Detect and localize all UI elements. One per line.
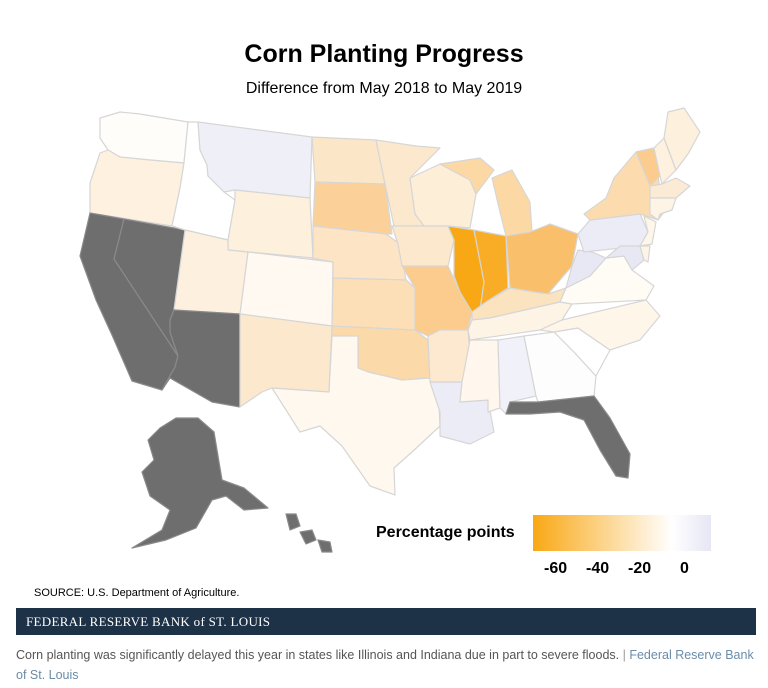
us-choropleth-map xyxy=(79,107,701,553)
state-nj xyxy=(639,215,657,247)
state-hi xyxy=(285,513,333,553)
figure-caption: Corn planting was significantly delayed … xyxy=(16,645,761,685)
caption-text: Corn planting was significantly delayed … xyxy=(16,648,620,662)
state-me xyxy=(663,107,701,171)
state-wv xyxy=(565,249,607,289)
state-oh xyxy=(505,223,579,295)
state-ct xyxy=(649,197,677,221)
state-sd xyxy=(312,181,393,235)
legend-tick: -40 xyxy=(586,560,610,577)
state-ia xyxy=(391,225,455,267)
publisher-name: FEDERAL RESERVE BANK of ST. LOUIS xyxy=(26,614,271,629)
map-title: Corn Planting Progress xyxy=(244,40,524,68)
state-ks xyxy=(331,277,416,331)
state-fl xyxy=(505,395,631,479)
state-or xyxy=(89,149,185,227)
caption-credit-link[interactable]: Federal Reserve Bank of St. Louis xyxy=(16,648,754,682)
state-tx xyxy=(271,335,441,496)
state-nh xyxy=(653,137,677,185)
legend-tick: 0 xyxy=(680,560,689,577)
state-nd xyxy=(311,136,386,185)
legend-tick: -20 xyxy=(628,560,652,577)
publisher-banner: FEDERAL RESERVE BANK of ST. LOUIS xyxy=(16,608,756,635)
legend-color-bar xyxy=(533,515,711,551)
legend-title: Percentage points xyxy=(376,524,515,541)
state-ak xyxy=(131,417,269,549)
legend-tick: -60 xyxy=(544,560,568,577)
state-nc xyxy=(539,299,661,351)
state-co xyxy=(239,251,334,327)
source-note: SOURCE: U.S. Department of Agriculture. xyxy=(34,587,240,599)
map-subtitle: Difference from May 2018 to May 2019 xyxy=(245,80,523,97)
state-mt xyxy=(197,121,313,199)
state-de xyxy=(639,245,651,263)
caption-separator: | xyxy=(622,648,626,662)
state-wy xyxy=(227,189,314,259)
